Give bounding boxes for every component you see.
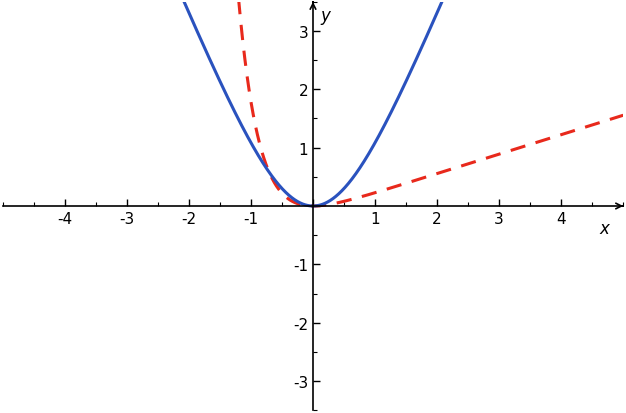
Text: y: y — [321, 7, 331, 25]
Text: x: x — [600, 219, 610, 237]
